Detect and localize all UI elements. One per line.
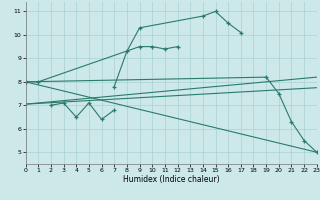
X-axis label: Humidex (Indice chaleur): Humidex (Indice chaleur) <box>123 175 220 184</box>
